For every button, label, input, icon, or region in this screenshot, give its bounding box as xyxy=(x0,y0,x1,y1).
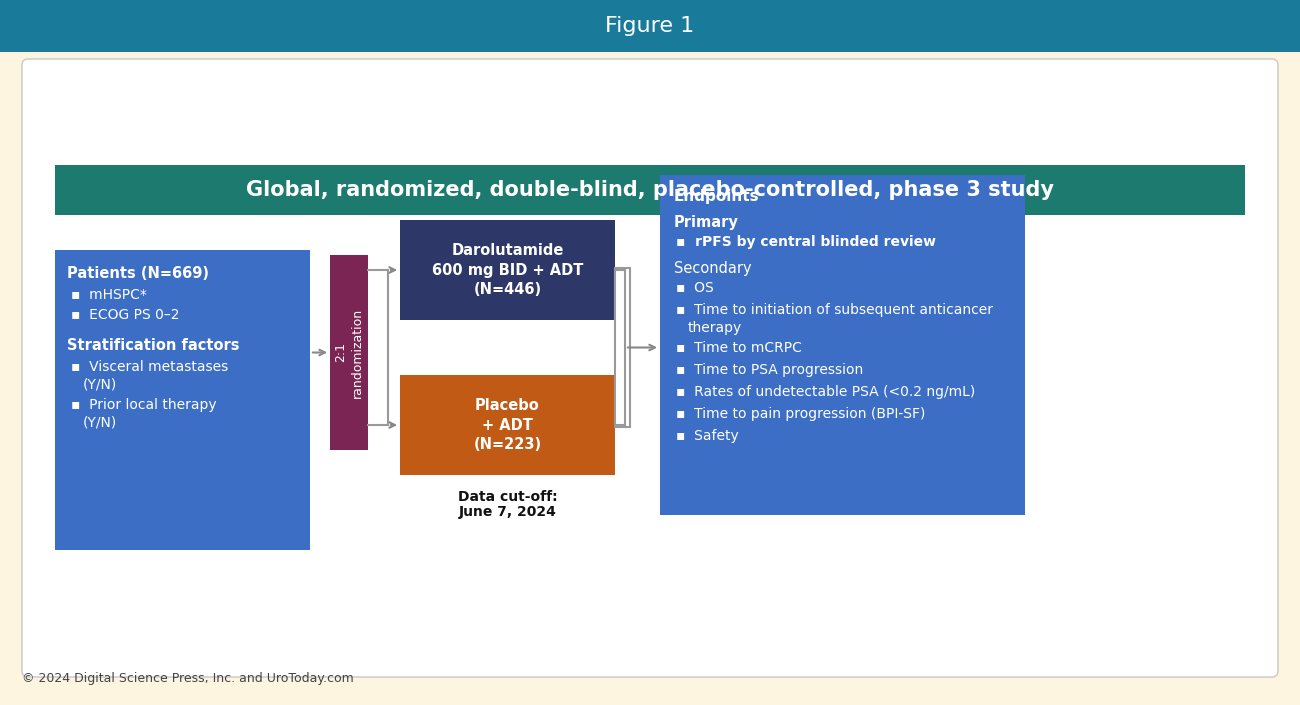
Text: Patients (N=669): Patients (N=669) xyxy=(68,266,209,281)
Text: Secondary: Secondary xyxy=(673,261,751,276)
Text: ▪  Time to mCRPC: ▪ Time to mCRPC xyxy=(676,341,802,355)
Text: ▪  Time to PSA progression: ▪ Time to PSA progression xyxy=(676,363,863,377)
Text: ▪  ECOG PS 0–2: ▪ ECOG PS 0–2 xyxy=(72,308,179,322)
FancyBboxPatch shape xyxy=(0,0,1300,52)
Text: Darolutamide
600 mg BID + ADT
(N=446): Darolutamide 600 mg BID + ADT (N=446) xyxy=(432,243,584,297)
FancyBboxPatch shape xyxy=(330,255,368,450)
FancyBboxPatch shape xyxy=(55,250,309,550)
Text: June 7, 2024: June 7, 2024 xyxy=(459,505,556,519)
FancyBboxPatch shape xyxy=(400,375,615,475)
Text: ▪  Time to initiation of subsequent anticancer: ▪ Time to initiation of subsequent antic… xyxy=(676,303,993,317)
Text: Placebo
+ ADT
(N=223): Placebo + ADT (N=223) xyxy=(473,398,542,452)
FancyBboxPatch shape xyxy=(615,268,630,427)
Text: Endpoints: Endpoints xyxy=(673,189,759,204)
Text: ▪  Safety: ▪ Safety xyxy=(676,429,738,443)
FancyBboxPatch shape xyxy=(660,175,1024,515)
Text: ▪  Rates of undetectable PSA (<0.2 ng/mL): ▪ Rates of undetectable PSA (<0.2 ng/mL) xyxy=(676,385,975,399)
Text: Global, randomized, double-blind, placebo-controlled, phase 3 study: Global, randomized, double-blind, placeb… xyxy=(246,180,1054,200)
FancyBboxPatch shape xyxy=(22,59,1278,677)
Text: ▪  mHSPC*: ▪ mHSPC* xyxy=(72,288,147,302)
FancyBboxPatch shape xyxy=(400,220,615,320)
Text: Data cut-off:: Data cut-off: xyxy=(458,490,558,504)
Text: ▪  rPFS by central blinded review: ▪ rPFS by central blinded review xyxy=(676,235,936,249)
Text: ▪  Visceral metastases: ▪ Visceral metastases xyxy=(72,360,229,374)
Text: Figure 1: Figure 1 xyxy=(606,16,694,36)
Text: ▪  Prior local therapy: ▪ Prior local therapy xyxy=(72,398,217,412)
Text: © 2024 Digital Science Press, Inc. and UroToday.com: © 2024 Digital Science Press, Inc. and U… xyxy=(22,672,354,685)
Text: Primary: Primary xyxy=(673,215,738,230)
Text: ▪  Time to pain progression (BPI-SF): ▪ Time to pain progression (BPI-SF) xyxy=(676,407,926,421)
Text: therapy: therapy xyxy=(688,321,742,335)
Text: (Y/N): (Y/N) xyxy=(83,416,117,430)
FancyBboxPatch shape xyxy=(55,165,1245,215)
Text: Stratification factors: Stratification factors xyxy=(68,338,239,353)
Text: ▪  OS: ▪ OS xyxy=(676,281,714,295)
Text: (Y/N): (Y/N) xyxy=(83,378,117,392)
Text: 2:1
randomization: 2:1 randomization xyxy=(334,307,364,398)
